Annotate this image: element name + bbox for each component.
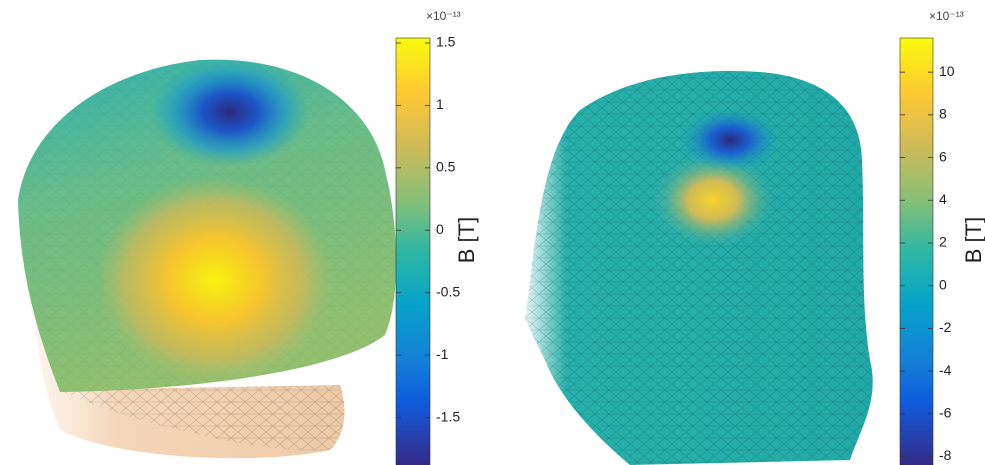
tick-label: 8 [939,106,947,122]
tick-label: -8 [939,447,952,463]
tick-label: -4 [939,362,952,378]
tick-label: 0 [436,221,444,237]
tick-label: -0.5 [436,283,460,299]
tick-label: 4 [939,191,947,207]
offset-label: ×10⁻¹³ [426,9,461,23]
tick-label: -6 [939,404,952,420]
tick-label: 6 [939,148,947,164]
left-head [18,57,397,459]
tick-label: 2 [939,234,947,250]
axis-label: B [T] [961,217,985,263]
tick-label: 0.5 [436,159,456,175]
right-head [525,70,873,465]
tick-label: -1 [436,346,449,362]
tick-label: -1.5 [436,408,460,424]
axis-label: B [T] [454,217,479,263]
tick-label: 1.5 [436,34,456,50]
tick-label: 1 [436,96,444,112]
tick-label: 10 [939,63,955,79]
colorbar [899,37,934,465]
tick-label: 0 [939,276,947,292]
offset-label: ×10⁻¹³ [929,9,964,23]
tick-label: -2 [939,319,952,335]
colorbar [395,37,431,465]
